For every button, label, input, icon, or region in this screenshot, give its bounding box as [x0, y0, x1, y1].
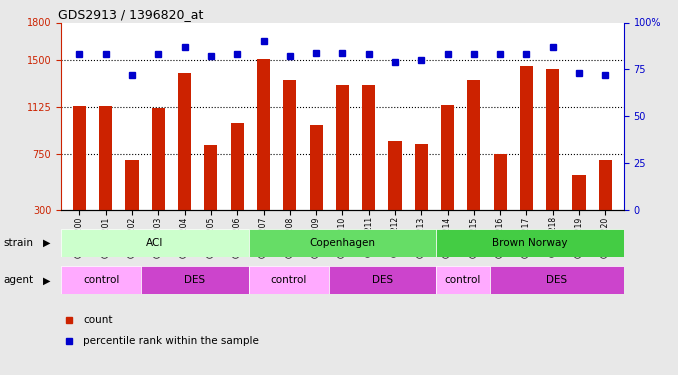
- Bar: [61, 229, 249, 257]
- Text: agent: agent: [3, 275, 33, 285]
- Bar: [142, 266, 249, 294]
- Bar: [249, 229, 436, 257]
- Text: DES: DES: [546, 275, 567, 285]
- Bar: [599, 160, 612, 248]
- Text: GDS2913 / 1396820_at: GDS2913 / 1396820_at: [58, 8, 203, 21]
- Text: strain: strain: [3, 238, 33, 248]
- Bar: [490, 266, 624, 294]
- Bar: [415, 144, 428, 248]
- Bar: [546, 69, 559, 248]
- Bar: [257, 59, 270, 248]
- Bar: [467, 80, 481, 248]
- Text: count: count: [83, 315, 113, 325]
- Bar: [125, 160, 138, 248]
- Bar: [494, 154, 506, 248]
- Bar: [152, 108, 165, 248]
- Bar: [249, 266, 329, 294]
- Bar: [441, 105, 454, 248]
- Bar: [73, 106, 86, 248]
- Text: ▶: ▶: [43, 238, 50, 248]
- Bar: [310, 125, 323, 248]
- Bar: [204, 145, 218, 248]
- Text: percentile rank within the sample: percentile rank within the sample: [83, 336, 259, 346]
- Bar: [336, 85, 349, 248]
- Bar: [99, 106, 113, 248]
- Text: ACI: ACI: [146, 238, 163, 248]
- Bar: [572, 175, 586, 248]
- Bar: [436, 266, 490, 294]
- Text: control: control: [83, 275, 119, 285]
- Bar: [178, 72, 191, 248]
- Text: ▶: ▶: [43, 275, 50, 285]
- Bar: [231, 123, 244, 248]
- Text: control: control: [271, 275, 307, 285]
- Text: Copenhagen: Copenhagen: [309, 238, 376, 248]
- Bar: [388, 141, 401, 248]
- Text: Brown Norway: Brown Norway: [492, 238, 567, 248]
- Bar: [436, 229, 624, 257]
- Bar: [283, 80, 296, 248]
- Text: DES: DES: [184, 275, 205, 285]
- Text: control: control: [445, 275, 481, 285]
- Bar: [61, 266, 142, 294]
- Bar: [362, 85, 375, 248]
- Text: DES: DES: [372, 275, 393, 285]
- Bar: [329, 266, 436, 294]
- Bar: [520, 66, 533, 248]
